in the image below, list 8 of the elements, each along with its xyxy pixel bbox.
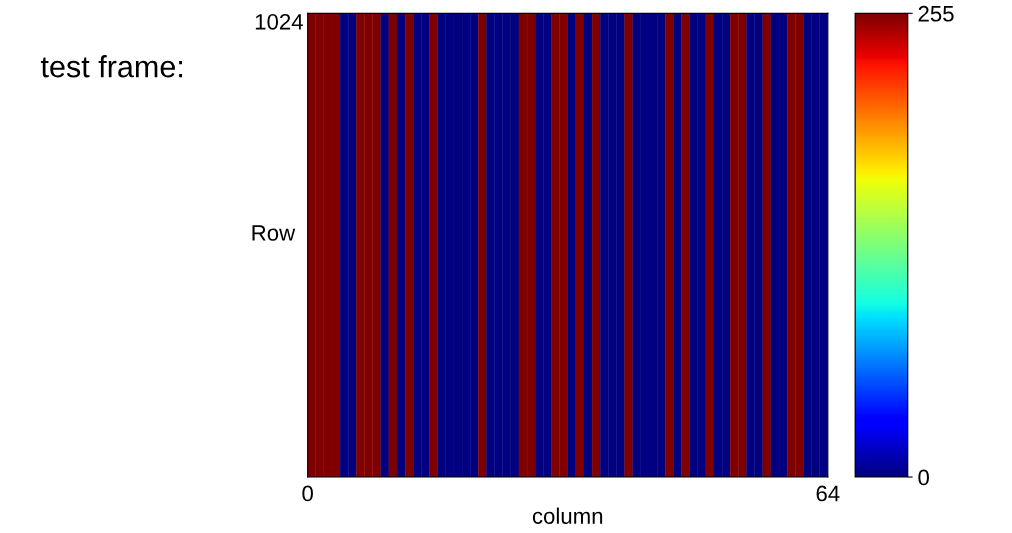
text: 64 [816, 485, 840, 502]
color-bar-label: 255 [918, 5, 954, 22]
color-bar-label: 0 [918, 469, 929, 486]
text: test frame: [40, 55, 183, 78]
x-axis-title: column [532, 507, 603, 524]
text: 0 [302, 485, 313, 502]
y-axis-title: Row [252, 225, 296, 241]
text: 1024 [255, 13, 303, 30]
